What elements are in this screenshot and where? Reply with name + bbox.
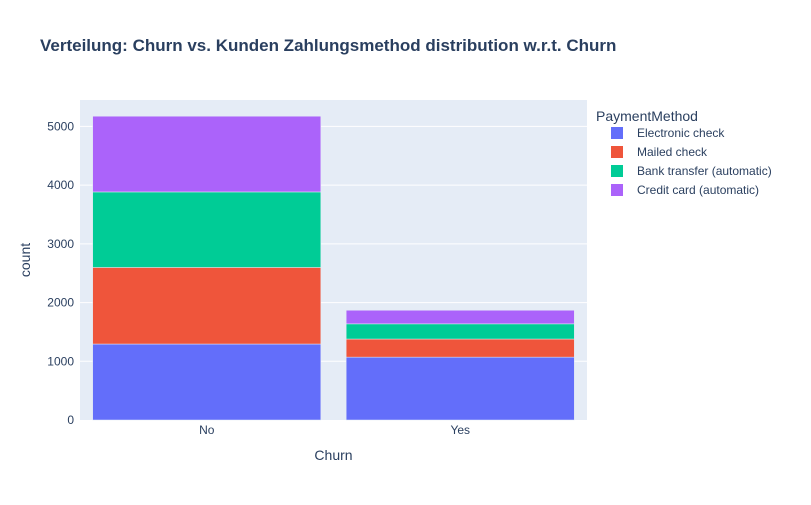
y-axis-ticks: 0 1000 2000 3000 4000 5000 [47, 119, 74, 427]
x-tick-label: No [199, 423, 215, 437]
y-tick-label: 3000 [47, 237, 74, 251]
legend-label: Credit card (automatic) [637, 183, 759, 197]
bar-segment [345, 338, 575, 358]
legend-label: Mailed check [637, 145, 708, 159]
y-tick-label: 5000 [47, 119, 74, 133]
bar-segment [345, 310, 575, 325]
chart-title: Verteilung: Churn vs. Kunden Zahlungsmet… [40, 36, 616, 55]
legend: PaymentMethod Electronic check Mailed che… [596, 108, 772, 197]
y-tick-label: 0 [67, 413, 74, 427]
x-tick-label: Yes [450, 423, 470, 437]
legend-swatch [611, 165, 623, 177]
x-axis-ticks: No Yes [199, 423, 470, 437]
legend-swatch [611, 146, 623, 158]
bar-segment [92, 267, 322, 345]
y-axis-title: count [17, 243, 33, 277]
legend-swatch [611, 127, 623, 139]
y-tick-label: 4000 [47, 178, 74, 192]
legend-swatch [611, 184, 623, 196]
legend-label: Bank transfer (automatic) [637, 164, 772, 178]
bar-segment [92, 343, 322, 421]
bars [92, 115, 575, 421]
y-tick-label: 2000 [47, 296, 74, 310]
legend-items: Electronic check Mailed check Bank transfe… [611, 126, 772, 197]
legend-title: PaymentMethod [596, 108, 698, 124]
bar-segment [345, 356, 575, 421]
legend-label: Electronic check [637, 126, 725, 140]
y-tick-label: 1000 [47, 354, 74, 368]
x-axis-title: Churn [314, 447, 352, 463]
bar-segment [92, 115, 322, 193]
bar-segment [92, 191, 322, 268]
bar-segment [345, 323, 575, 340]
